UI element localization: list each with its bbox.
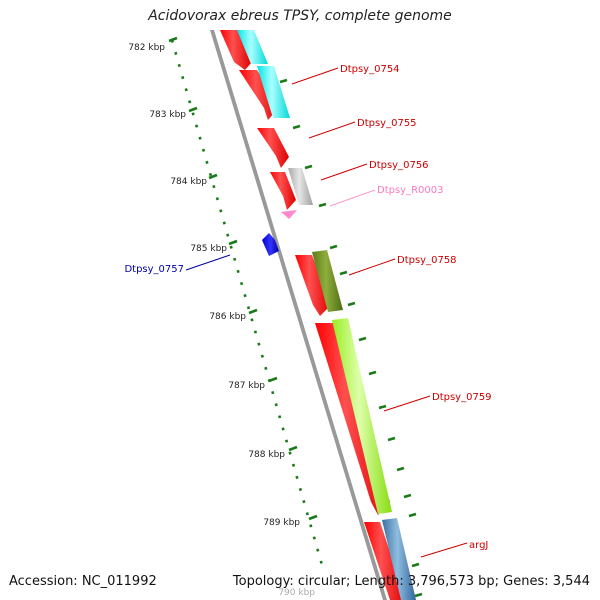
scale-label: 785 kbp <box>190 244 227 254</box>
scale-label: 786 kbp <box>209 312 246 322</box>
scale-label: 782 kbp <box>128 43 165 53</box>
gene-label-dtpsy-0754[interactable]: Dtpsy_0754 <box>340 64 400 75</box>
label-leader <box>383 395 431 412</box>
scale-label: 784 kbp <box>170 177 207 187</box>
gene-arrow-dtpsy-0758[interactable] <box>295 255 331 316</box>
gene-label-dtpsy-0756[interactable]: Dtpsy_0756 <box>369 160 429 171</box>
label-leader <box>185 254 231 271</box>
feature-tick <box>408 512 417 518</box>
genome-summary: Topology: circular; Length: 3,796,573 bp… <box>232 574 590 589</box>
scale-tick <box>308 514 318 521</box>
label-leader <box>320 163 368 181</box>
feature-tick <box>279 78 288 84</box>
gene-arrow-dtpsy-0754[interactable] <box>239 70 280 120</box>
label-leader <box>308 121 356 139</box>
gene-arrow-dtpsy-0757[interactable] <box>262 233 279 256</box>
feature-tick <box>411 562 420 568</box>
feature-tick <box>403 493 412 499</box>
gene-label-dtpsy-0759[interactable]: Dtpsy_0759 <box>432 392 492 403</box>
gene-arrow-argj[interactable] <box>364 522 406 600</box>
feature-tick <box>329 244 338 250</box>
gene-arrow-dtpsy-0755[interactable] <box>257 128 289 168</box>
feature-tick <box>378 404 387 410</box>
feature-tick <box>339 270 348 276</box>
gene-arrow-dtpsy-0756[interactable] <box>270 172 296 210</box>
genome-backbone <box>210 30 387 600</box>
accession-label: Accession: NC_011992 <box>9 574 157 589</box>
feature-tick <box>414 592 423 598</box>
label-leader <box>329 189 376 207</box>
cog-bar-olive <box>312 250 343 312</box>
scale-label: 790 kbp <box>278 588 315 598</box>
gene-label-dtpsy-0755[interactable]: Dtpsy_0755 <box>357 118 417 129</box>
cog-bar-lime <box>332 318 392 514</box>
label-leader <box>348 258 396 276</box>
scale-line <box>170 39 324 566</box>
scale-tick <box>268 376 278 383</box>
cog-bar-cyan <box>237 30 268 64</box>
scale-tick <box>168 36 178 43</box>
feature-tick <box>387 436 396 442</box>
cog-bar-steel <box>382 518 416 600</box>
scale-tick <box>228 239 238 246</box>
scale-tick <box>188 106 198 113</box>
gene-label-dtpsy-r0003[interactable]: Dtpsy_R0003 <box>377 185 444 196</box>
label-leader <box>420 542 468 558</box>
cog-bar-gray <box>288 168 313 205</box>
feature-tick <box>318 202 327 208</box>
feature-tick <box>292 124 301 130</box>
feature-tick <box>347 301 356 307</box>
feature-tick <box>396 466 405 472</box>
gene-arrow-dtpsy-r0003[interactable] <box>281 210 297 219</box>
feature-tick <box>358 336 367 342</box>
feature-tick <box>368 370 377 376</box>
scale-tick <box>288 445 298 452</box>
feature-tick <box>304 164 313 170</box>
scale-label: 787 kbp <box>228 381 265 391</box>
label-leader <box>291 67 339 85</box>
scale-label: 788 kbp <box>248 450 285 460</box>
gene-label-dtpsy-0757[interactable]: Dtpsy_0757 <box>124 264 184 275</box>
cog-bar-cyan <box>257 66 290 118</box>
gene-label-argj[interactable]: argJ <box>469 540 488 551</box>
map-title: Acidovorax ebreus TPSY, complete genome <box>148 8 452 24</box>
gene-arrow-cds[interactable] <box>220 30 252 70</box>
gene-label-dtpsy-0758[interactable]: Dtpsy_0758 <box>397 255 457 266</box>
scale-label: 789 kbp <box>263 518 300 528</box>
scale-tick <box>208 173 218 180</box>
scale-label: 783 kbp <box>149 110 186 120</box>
scale-tick <box>248 308 258 315</box>
